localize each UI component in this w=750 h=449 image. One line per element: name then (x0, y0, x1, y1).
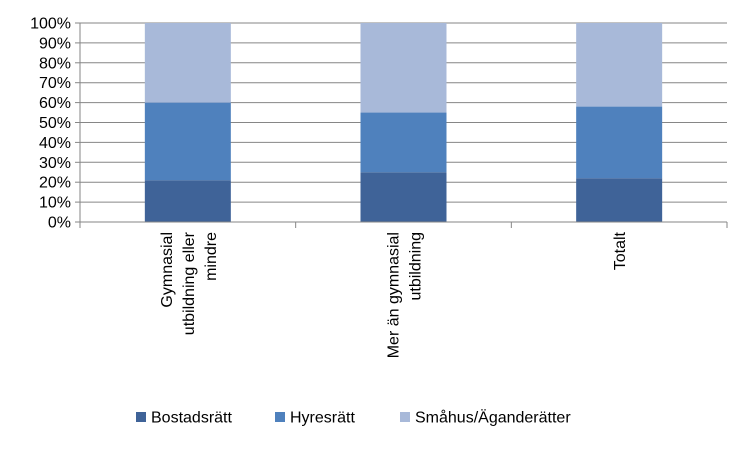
x-category-label-line: mindre (203, 232, 220, 281)
x-category-label: Totalt (612, 231, 629, 270)
x-category-label-line: Gymnasial (159, 232, 176, 308)
y-tick-label: 80% (39, 55, 71, 72)
y-tick-label: 100% (30, 16, 71, 33)
bars (144, 23, 663, 222)
legend-swatch (275, 412, 285, 422)
legend-swatch (136, 412, 146, 422)
legend-label: Småhus/Äganderätter (415, 409, 571, 427)
x-category-label-line: utbildning (408, 232, 425, 301)
bar-segment (360, 112, 447, 173)
y-tick-label: 10% (39, 195, 71, 212)
legend-swatch (400, 412, 410, 422)
bar-segment (576, 178, 663, 222)
bar-segment (144, 102, 231, 181)
y-tick-label: 40% (39, 135, 71, 152)
y-tick-label: 30% (39, 155, 71, 172)
legend-label: Hyresrätt (290, 410, 355, 427)
bar-segment (360, 172, 447, 222)
legend: Bostadsrätt Hyresrätt Småhus/Äganderätter (136, 409, 571, 427)
y-tick-label: 70% (39, 75, 71, 92)
bar-segment (576, 106, 663, 179)
x-category-label: Mer än gymnasial utbildning (386, 232, 425, 358)
y-tick-label: 60% (39, 95, 71, 112)
legend-label: Bostadsrätt (151, 410, 232, 427)
y-tick-label: 20% (39, 175, 71, 192)
bar-segment (360, 23, 447, 113)
x-category-label-line: utbildning eller (181, 231, 198, 335)
bar-segment (144, 180, 231, 222)
x-category-label: Gymnasial utbildning eller mindre (159, 231, 220, 335)
bar-segment (576, 23, 663, 107)
x-category-labels: Gymnasial utbildning eller mindre Mer än gy… (159, 231, 629, 358)
y-tick-label: 50% (39, 115, 71, 132)
bar-segment (144, 23, 231, 103)
x-category-label-line: Totalt (612, 231, 629, 270)
y-tick-label: 90% (39, 35, 71, 52)
axes (75, 22, 728, 228)
y-tick-labels: 0% 10% 20% 30% 40% 50% 60% 70% 80% 90% 100% (30, 16, 71, 232)
x-category-label-line: Mer än gymnasial (386, 232, 403, 358)
y-tick-label: 0% (48, 215, 71, 232)
